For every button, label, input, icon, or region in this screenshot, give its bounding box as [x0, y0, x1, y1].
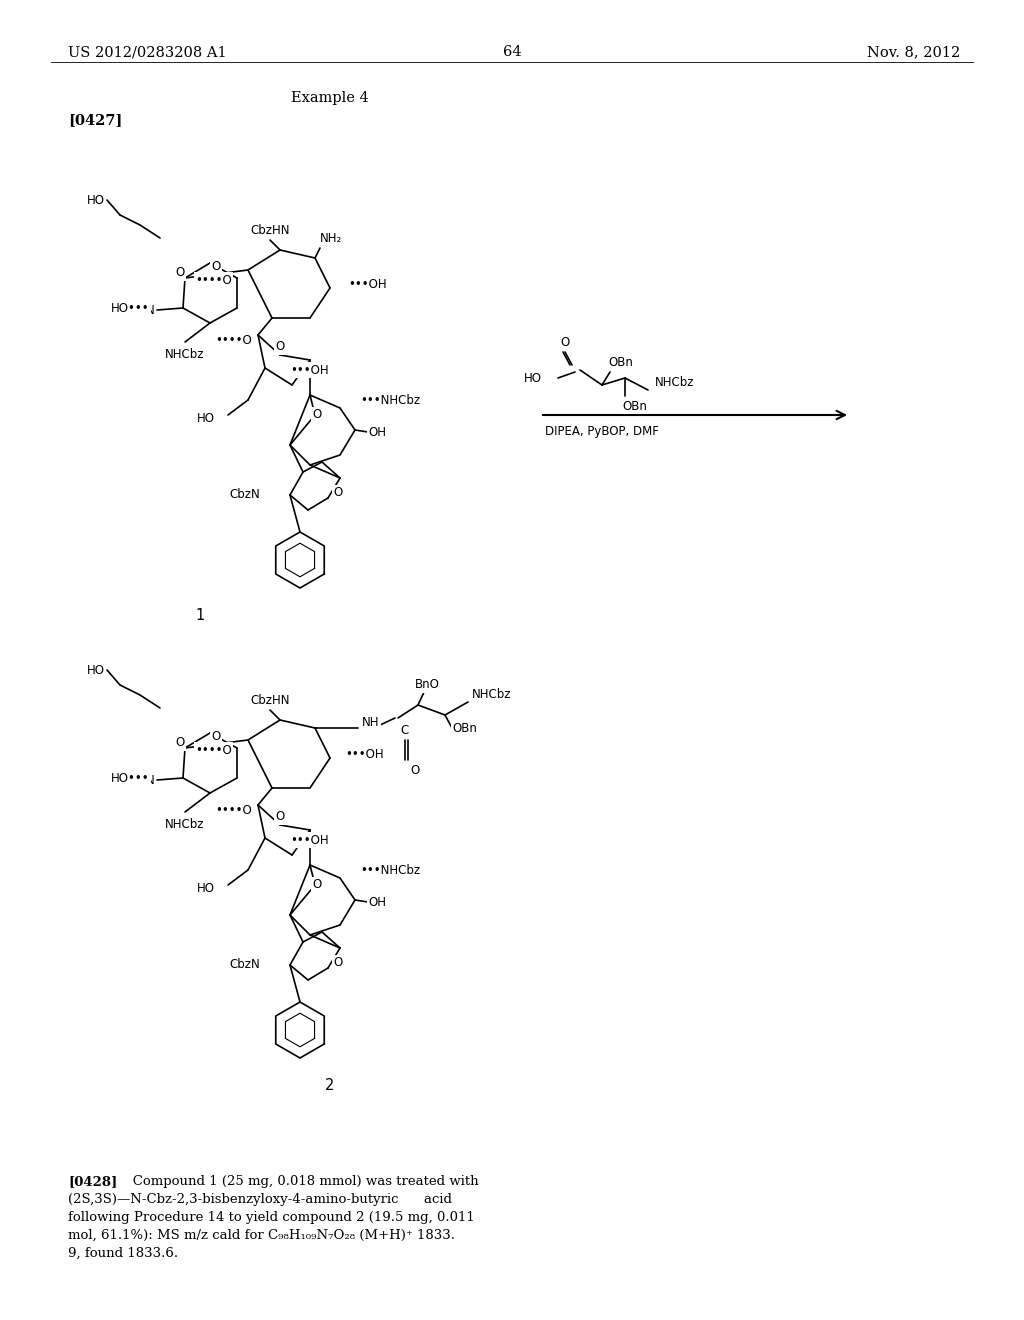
Text: O: O	[333, 957, 342, 969]
Text: O: O	[312, 408, 322, 421]
Text: CbzHN: CbzHN	[250, 693, 290, 706]
Text: CbzN: CbzN	[229, 958, 260, 972]
Text: NHCbz: NHCbz	[165, 818, 205, 832]
Text: NHCbz: NHCbz	[655, 375, 694, 388]
Text: O: O	[410, 763, 419, 776]
Text: O: O	[211, 260, 220, 272]
Text: OBn: OBn	[622, 400, 647, 412]
Text: NHCbz: NHCbz	[472, 689, 512, 701]
Text: CbzHN: CbzHN	[250, 223, 290, 236]
Text: O: O	[211, 730, 220, 742]
Text: Compound 1 (25 mg, 0.018 mmol) was treated with: Compound 1 (25 mg, 0.018 mmol) was treat…	[120, 1175, 478, 1188]
Text: •••OH: •••OH	[345, 748, 384, 762]
Text: OH: OH	[368, 895, 386, 908]
Text: HO: HO	[524, 371, 542, 384]
Text: NHCbz: NHCbz	[165, 348, 205, 362]
Text: ••••O: ••••O	[196, 743, 232, 756]
Text: •••OH: •••OH	[290, 833, 329, 846]
Text: O: O	[312, 879, 322, 891]
Text: O: O	[560, 335, 569, 348]
Text: ••••O: ••••O	[196, 273, 232, 286]
Text: 64: 64	[503, 45, 521, 59]
Text: HO: HO	[197, 412, 215, 425]
Text: CbzN: CbzN	[124, 774, 155, 787]
Text: US 2012/0283208 A1: US 2012/0283208 A1	[68, 45, 226, 59]
Text: HO•••: HO•••	[112, 301, 150, 314]
Text: HO: HO	[197, 882, 215, 895]
Text: NH₂: NH₂	[319, 231, 342, 244]
Text: 9, found 1833.6.: 9, found 1833.6.	[68, 1247, 178, 1261]
Text: NH: NH	[362, 715, 380, 729]
Text: O: O	[333, 487, 342, 499]
Text: BnO: BnO	[415, 678, 440, 692]
Text: •••OH: •••OH	[290, 363, 329, 376]
Text: •••OH: •••OH	[348, 279, 387, 292]
Text: •••NHCbz: •••NHCbz	[360, 393, 420, 407]
Text: O: O	[175, 267, 184, 280]
Text: HO•••: HO•••	[112, 771, 150, 784]
Text: following Procedure 14 to yield compound 2 (19.5 mg, 0.011: following Procedure 14 to yield compound…	[68, 1210, 475, 1224]
Text: HO: HO	[87, 664, 105, 676]
Text: CbzN: CbzN	[229, 488, 260, 502]
Text: Example 4: Example 4	[291, 91, 369, 106]
Text: OH: OH	[368, 425, 386, 438]
Text: 1: 1	[196, 607, 205, 623]
Text: O: O	[275, 341, 285, 354]
Text: •••NHCbz: •••NHCbz	[360, 863, 420, 876]
Text: [0428]: [0428]	[68, 1175, 118, 1188]
Text: (2S,3S)—N-Cbz-2,3-bisbenzyloxy-4-amino-butyric      acid: (2S,3S)—N-Cbz-2,3-bisbenzyloxy-4-amino-b…	[68, 1193, 452, 1206]
Text: C: C	[400, 723, 409, 737]
Text: DIPEA, PyBOP, DMF: DIPEA, PyBOP, DMF	[545, 425, 658, 438]
Text: [0427]: [0427]	[68, 114, 123, 127]
Text: CbzN: CbzN	[124, 304, 155, 317]
Text: ••••O: ••••O	[215, 804, 252, 817]
Text: mol, 61.1%): MS m/z cald for C₉₈H₁₀₉N₇O₂₈ (M+H)⁺ 1833.: mol, 61.1%): MS m/z cald for C₉₈H₁₀₉N₇O₂…	[68, 1229, 455, 1242]
Text: O: O	[275, 810, 285, 824]
Text: ••••O: ••••O	[215, 334, 252, 346]
Text: OBn: OBn	[452, 722, 477, 734]
Text: 2: 2	[326, 1077, 335, 1093]
Text: OBn: OBn	[608, 355, 633, 368]
Text: HO: HO	[87, 194, 105, 206]
Text: Nov. 8, 2012: Nov. 8, 2012	[866, 45, 961, 59]
Text: O: O	[175, 737, 184, 750]
